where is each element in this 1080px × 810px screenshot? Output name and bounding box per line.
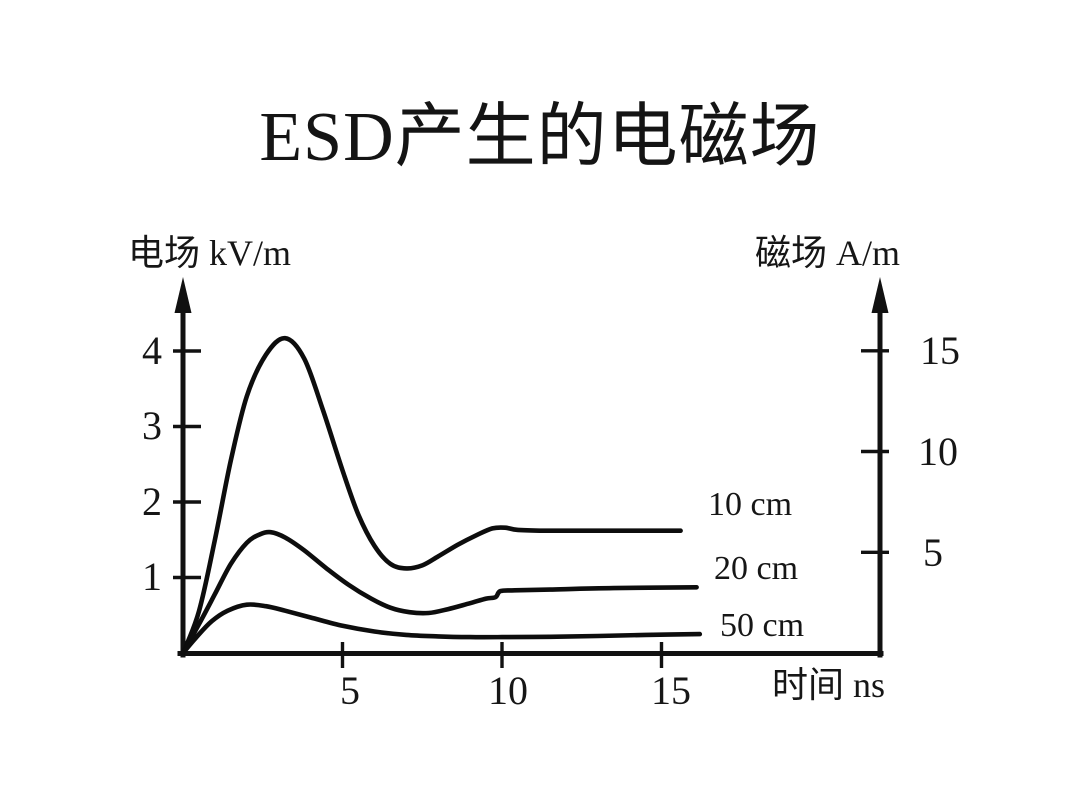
x-tick-10: 10 xyxy=(488,668,528,713)
curve-10cm xyxy=(180,335,683,656)
curves-group xyxy=(180,335,703,656)
y-right-tick-15: 15 xyxy=(920,328,960,373)
y-left-tick-2: 2 xyxy=(142,479,162,524)
y-left-axis-label: 电场 kV/m xyxy=(128,233,292,273)
x-axis-label: 时间 ns xyxy=(772,665,886,705)
y-left-tick-3: 3 xyxy=(142,403,162,448)
x-tick-5: 5 xyxy=(340,668,360,713)
x-tick-15: 15 xyxy=(651,668,691,713)
series-label-20cm: 20 cm xyxy=(714,550,799,587)
y-right-tick-5: 5 xyxy=(923,530,943,575)
y-left-tick-4: 4 xyxy=(142,328,162,373)
series-label-10cm: 10 cm xyxy=(708,486,793,523)
series-label-50cm: 50 cm xyxy=(720,607,805,644)
curve-20cm xyxy=(180,529,699,656)
y-left-tick-marks xyxy=(173,349,201,580)
y-right-tick-10: 10 xyxy=(918,429,958,474)
slide-title: ESD产生的电磁场 xyxy=(259,99,821,176)
y-right-axis-arrow-icon xyxy=(871,277,889,313)
curve-50cm xyxy=(180,602,703,656)
y-left-axis-arrow-icon xyxy=(174,277,192,313)
y-right-tick-marks xyxy=(861,349,889,554)
x-tick-marks xyxy=(340,642,664,668)
y-right-axis-label: 磁场 A/m xyxy=(755,233,901,273)
y-left-tick-1: 1 xyxy=(142,554,162,599)
